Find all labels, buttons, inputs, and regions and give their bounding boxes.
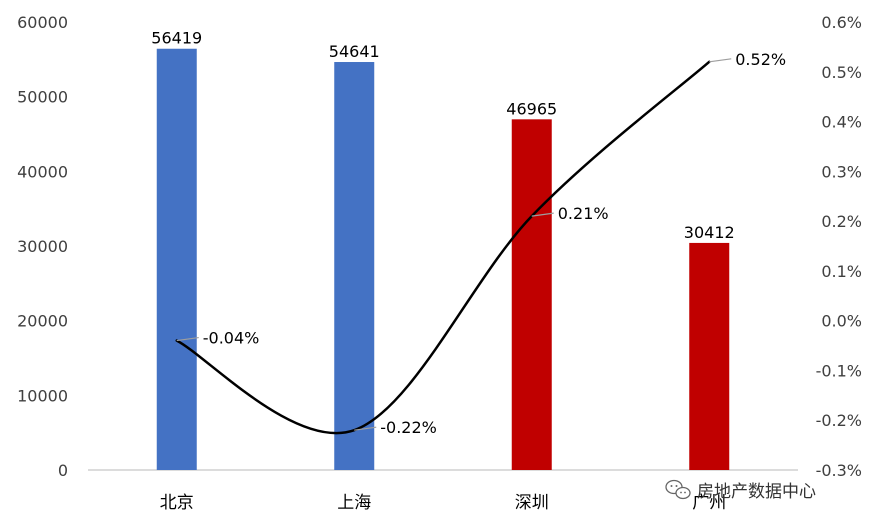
- bar-value-label: 30412: [684, 223, 735, 242]
- bar-data-labels: 56419 54641 46965 30412: [151, 29, 734, 242]
- right-tick-label: 0.0%: [821, 312, 862, 331]
- right-tick-label: 0.4%: [821, 113, 862, 132]
- watermark: 房地产数据中心: [665, 479, 816, 502]
- watermark-text: 房地产数据中心: [697, 482, 816, 502]
- line-path: [175, 60, 711, 435]
- bar: [689, 242, 730, 470]
- category-label: 北京: [160, 493, 194, 513]
- right-tick-label: -0.3%: [816, 461, 862, 480]
- line-label-leader: [354, 426, 377, 431]
- line-label-leader: [709, 58, 732, 63]
- wechat-icon: [665, 479, 691, 500]
- bar-value-label: 46965: [506, 99, 557, 118]
- bar: [511, 119, 552, 470]
- right-tick-label: 0.5%: [821, 63, 862, 82]
- left-axis-ticks: 0 10000 20000 30000 40000 50000 60000: [17, 13, 68, 480]
- left-tick-label: 40000: [17, 162, 68, 181]
- left-tick-label: 50000: [17, 88, 68, 107]
- right-tick-label: 0.1%: [821, 262, 862, 281]
- right-tick-label: 0.3%: [821, 162, 862, 181]
- bar: [334, 62, 375, 471]
- category-label: 广州: [692, 493, 726, 513]
- line-value-label: -0.22%: [380, 418, 437, 437]
- right-tick-label: -0.2%: [816, 411, 862, 430]
- right-axis-ticks: -0.3% -0.2% -0.1% 0.0% 0.1% 0.2% 0.3% 0.4% 0.5% 0…: [816, 13, 862, 480]
- line-value-label: 0.52%: [735, 50, 786, 69]
- category-label: 深圳: [515, 493, 549, 513]
- left-tick-label: 20000: [17, 312, 68, 331]
- bar: [156, 48, 197, 471]
- left-tick-label: 30000: [17, 237, 68, 256]
- line-value-label: 0.21%: [558, 204, 609, 223]
- line-data-labels: -0.04% -0.22% 0.21% 0.52%: [176, 50, 786, 437]
- line-value-label: -0.04%: [203, 329, 260, 348]
- left-tick-label: 60000: [17, 13, 68, 32]
- bar-series: [156, 48, 730, 471]
- left-tick-label: 0: [58, 461, 68, 480]
- right-tick-label: -0.1%: [816, 361, 862, 380]
- category-labels: 北京 上海 深圳 广州: [160, 493, 727, 513]
- left-tick-label: 10000: [17, 386, 68, 405]
- line-label-leader: [531, 212, 554, 217]
- bar-value-label: 56419: [151, 29, 202, 48]
- right-tick-label: 0.6%: [821, 13, 862, 32]
- bar-value-label: 54641: [329, 42, 380, 61]
- category-label: 上海: [337, 493, 371, 513]
- line-label-leader: [176, 336, 199, 342]
- right-tick-label: 0.2%: [821, 212, 862, 231]
- line-series: [175, 60, 711, 435]
